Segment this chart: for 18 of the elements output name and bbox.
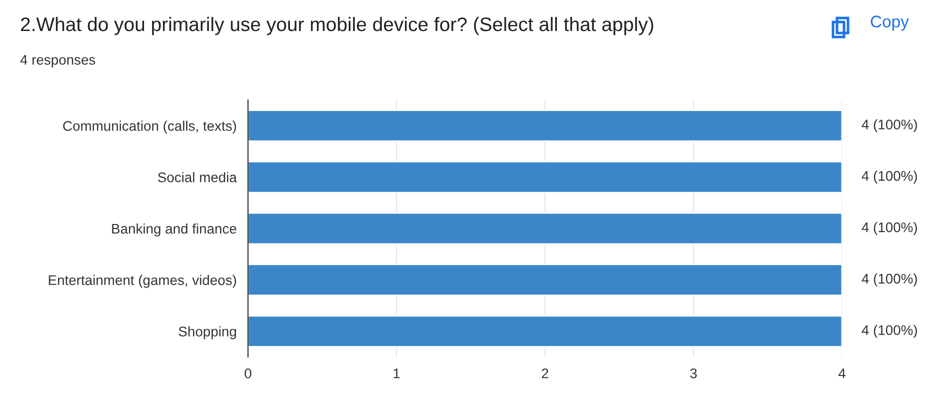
chart-title: 2.What do you primarily use your mobile device for? (Select all that apply) <box>20 16 654 36</box>
x-tick-label: 2 <box>542 368 548 378</box>
y-tick-label: Banking and finance <box>112 223 236 236</box>
x-tick-label: 0 <box>244 368 252 378</box>
data-label: 4 (100%) <box>862 170 917 184</box>
text: 4 responses <box>20 55 96 68</box>
x-tick-label: 1 <box>394 368 400 378</box>
data-label: 4 (100%) <box>862 324 917 338</box>
text: Copy <box>870 16 909 31</box>
x-tick-label: 4 <box>838 368 846 378</box>
x-tick-label: 3 <box>690 368 697 378</box>
y-tick-label: Entertainment (games, videos) <box>48 274 236 288</box>
data-label: 4 (100%) <box>862 273 917 286</box>
y-tick-label: Shopping <box>178 326 236 340</box>
y-tick-label: Social media <box>158 172 237 182</box>
y-tick-label: Communication (calls, texts) <box>63 120 236 134</box>
data-label: 4 (100%) <box>862 222 917 235</box>
data-label: 4 (100%) <box>862 119 917 132</box>
